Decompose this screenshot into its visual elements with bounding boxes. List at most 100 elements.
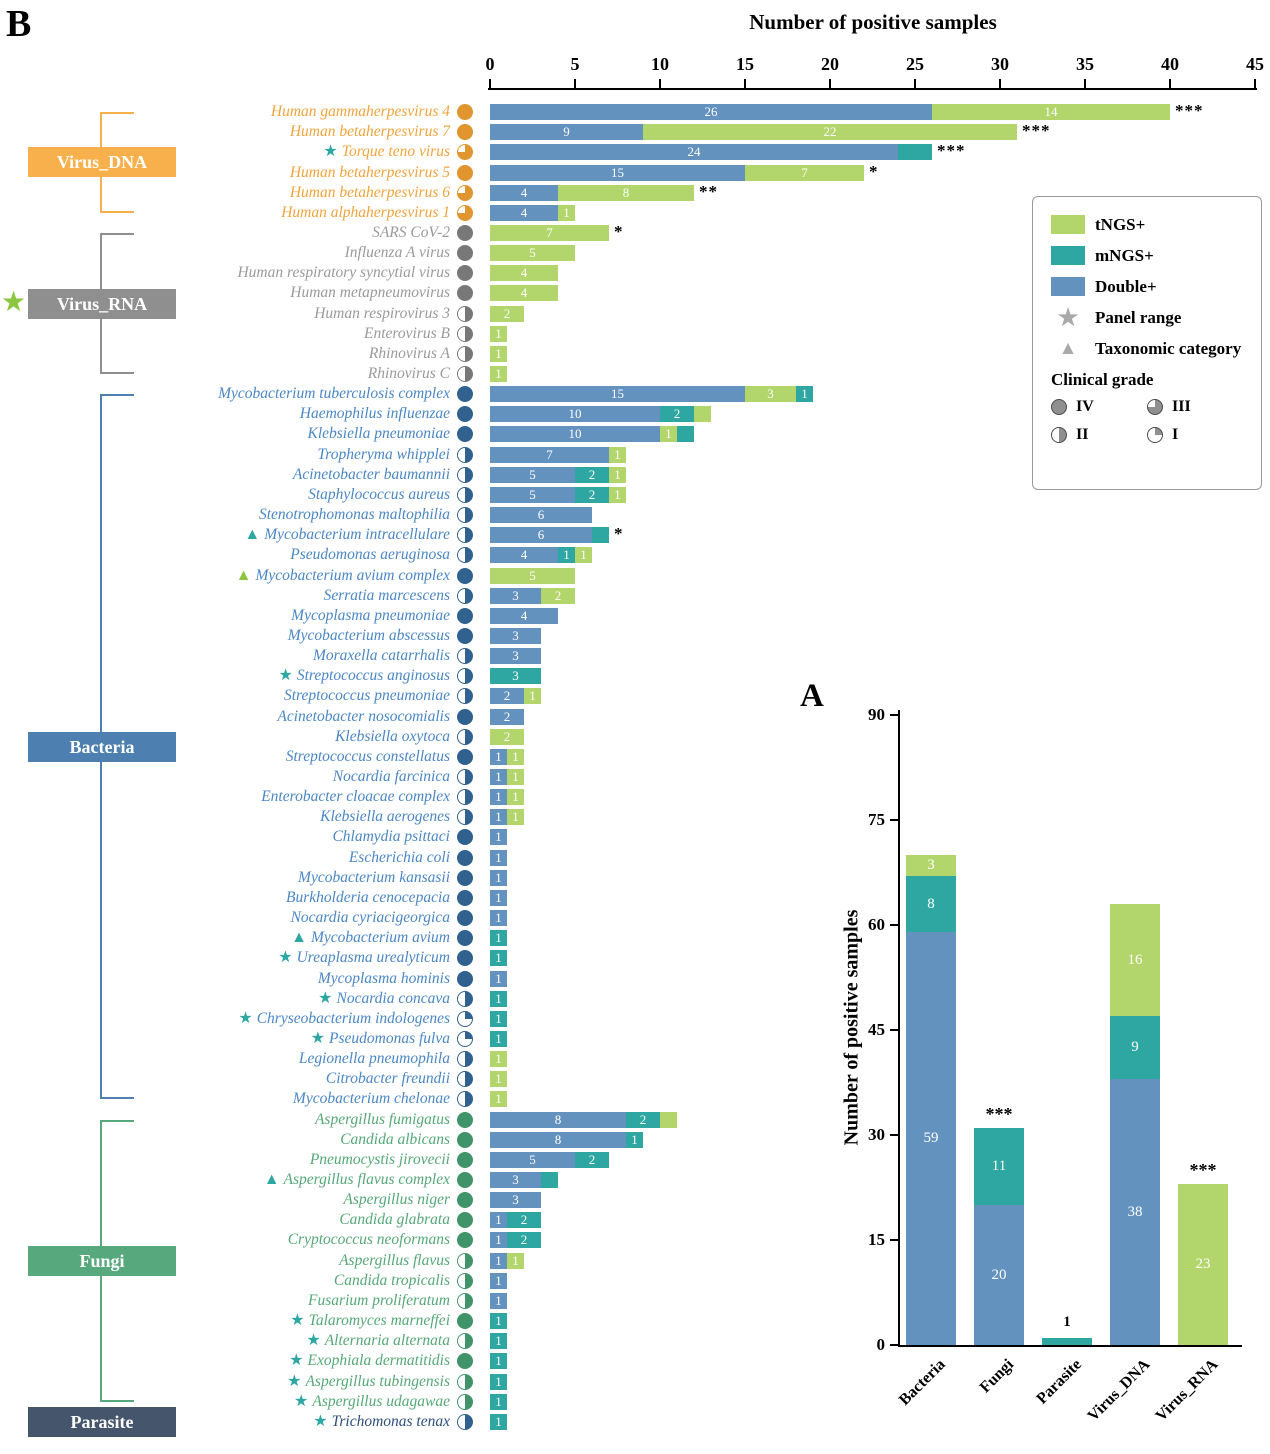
organism-name: Human metapneumovirus [290,284,450,302]
bar-segment-double: 2 [490,708,524,725]
panel-range-star-icon: ★ [287,1372,302,1390]
a-axis-tick [890,714,898,716]
clinical-grade-icon [457,587,473,604]
panel-b-axis-title: Number of positive samples [749,10,997,34]
organism-row: ▲ Mycobacterium avium complex [108,566,450,586]
bar-segment-double: 5 [490,466,575,483]
organism-row: Aspergillus fumigatus [108,1110,450,1130]
a-axis-tick [890,1134,898,1136]
bar-segment-tngs: 1 [575,547,592,564]
organism-name: Pseudomonas fulva [329,1029,450,1047]
bar-segment-double: 1 [490,1292,507,1309]
b-axis-tick [999,79,1001,88]
bar-segment-double: 6 [490,507,592,524]
organism-name: Acinetobacter baumannii [292,465,450,483]
group-label-virus_dna: Virus_DNA [28,147,176,178]
clinical-grade-icon [457,930,473,947]
clinical-grade-icon [457,990,473,1007]
legend-box: tNGS+ mNGS+ Double+ ★ Panel range ▲ Taxo… [1032,196,1262,490]
stacked-bar: 5 [490,245,575,262]
organism-name: Alternaria alternata [324,1332,450,1350]
organism-row: ★ Aspergillus udagawae [108,1392,450,1412]
bar-segment-tngs: 1 [490,366,507,383]
b-axis-tick [489,79,491,88]
stacked-bar: 1 [490,1373,507,1390]
bar-segment-double: 1 [490,869,507,886]
organism-name: Escherichia coli [348,848,450,866]
organism-name: Rhinovirus C [367,365,450,383]
taxonomic-category-triangle-icon: ▲ [1058,337,1078,359]
bar-segment-mngs: 3 [490,668,541,685]
bar-segment-double: 4 [490,607,558,624]
clinical-grade-icon [457,486,473,503]
tngs-swatch [1051,215,1085,234]
organism-name: Aspergillus flavus [339,1251,450,1269]
bar-segment-tngs: 2 [490,305,524,322]
bar-segment-tngs [694,406,711,423]
organism-row: Human betaherpesvirus 7 [108,122,450,142]
organism-name: Candida glabrata [339,1211,450,1229]
organism-name: Aspergillus fumigatus [314,1110,450,1128]
bar-segment-double: 4 [490,204,558,221]
clinical-grade-icon [457,849,473,866]
a-bar-segment-mngs: 8 [906,876,956,932]
a-bar-segment-tngs: 23 [1178,1184,1228,1345]
bar-segment-mngs: 2 [507,1212,541,1229]
bar-segment-double: 1 [490,809,507,826]
bar-segment-double: 1 [490,970,507,987]
organism-row: ▲ Aspergillus flavus complex [108,1170,450,1190]
organism-name: Tropheryma whipplei [317,445,450,463]
tngs-label: tNGS+ [1095,214,1146,234]
clinical-grade-icon [457,1272,473,1289]
bar-segment-tngs: 1 [490,1051,507,1068]
organism-row: Mycobacterium chelonae [108,1089,450,1109]
organism-row: Legionella pneumophila [108,1049,450,1069]
clinical-grade-icon [457,1172,473,1189]
organism-name: Mycobacterium intracellulare [264,526,450,544]
organism-name: SARS CoV-2 [372,223,450,241]
a-axis-tick-label: 0 [876,1335,886,1354]
bar-segment-mngs [677,426,694,443]
clinical-grade-icon [457,265,473,282]
clinical-grade-icon [457,1010,473,1027]
bar-segment-mngs: 1 [490,950,507,967]
bar-segment-double: 1 [490,829,507,846]
stacked-bar: 1 [490,970,507,987]
organism-name: Torque teno virus [341,143,450,161]
bar-segment-tngs: 1 [524,688,541,705]
group-label-bacteria: Bacteria [28,731,176,762]
clinical-grade-icon [457,1353,473,1370]
organism-name: Chryseobacterium indologenes [256,1009,450,1027]
bar-segment-mngs: 2 [575,486,609,503]
bar-segment-double: 1 [490,1272,507,1289]
taxonomic-category-triangle-icon: ▲ [244,526,261,544]
clinical-grade-icon [457,164,473,181]
clinical-grade-icon [457,1232,473,1249]
organism-row: ★ Nocardia concava [108,989,450,1009]
organism-row: ★ Exophiala dermatitidis [108,1351,450,1371]
organism-row: Pseudomonas aeruginosa [108,545,450,565]
organism-row: Fusarium proliferatum [108,1291,450,1311]
bar-segment-tngs: 1 [507,748,524,765]
panel-range-star-icon: ★ [238,1009,253,1027]
a-axis-tick [890,1239,898,1241]
grade-i-icon [1147,427,1163,443]
organism-row: Human betaherpesvirus 5 [108,163,450,183]
organism-row: Escherichia coli [108,848,450,868]
organism-row: Nocardia cyriacigeorgica [108,908,450,928]
bar-segment-tngs: 7 [490,224,609,241]
stacked-bar: 1 [490,1272,507,1289]
clinical-grade-icon [457,285,473,302]
bar-segment-tngs: 4 [490,265,558,282]
organism-row: Staphylococcus aureus [108,485,450,505]
organism-row: Human gammaherpesvirus 4 [108,102,450,122]
stacked-bar: 1 [490,990,507,1007]
panel-range-star-icon: ★ [323,143,338,161]
organism-name: Human betaherpesvirus 6 [289,183,450,201]
grade-iv-icon [1051,399,1067,415]
